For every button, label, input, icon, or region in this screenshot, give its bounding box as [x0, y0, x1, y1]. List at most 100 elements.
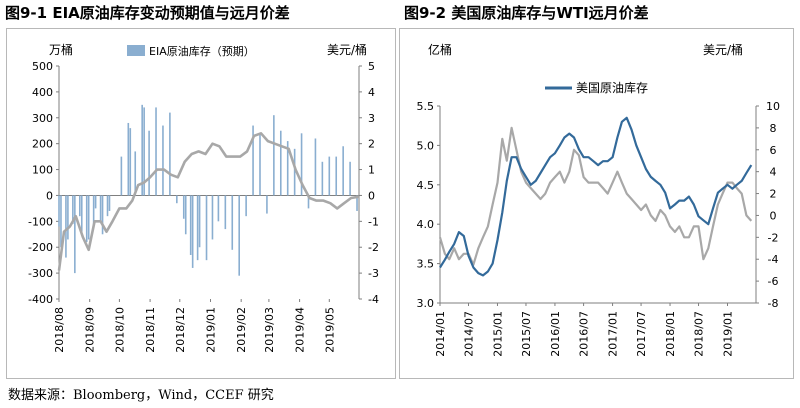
bar	[72, 195, 74, 224]
bar	[211, 195, 214, 240]
bar	[65, 195, 67, 258]
x-tick-label: 2018/07	[693, 311, 706, 357]
bar	[300, 133, 303, 196]
x-tick-label: 2018/11	[144, 307, 157, 353]
chart-2-svg: 5.5 5.0 4.5 4.0 3.5 3.0 10 8 6 4 2 0 -2 -4 -6 -8 亿桶 美元/桶美…	[417, 42, 781, 357]
y-left-tick-label: 200	[32, 138, 53, 151]
y-right-tick-label: 10	[766, 100, 780, 113]
bar	[78, 195, 81, 217]
y-left-tick-label: 5.0	[417, 139, 435, 152]
bar	[245, 195, 247, 217]
x-tick-label: 2016/07	[578, 311, 591, 357]
y-right-tick-label: 8	[770, 122, 777, 135]
bar	[106, 195, 109, 217]
bar	[80, 195, 83, 232]
bar	[99, 195, 102, 222]
bar	[60, 195, 62, 248]
y-left-tick-label: 0	[46, 189, 53, 202]
y-right-tick-label: -8	[768, 297, 779, 310]
bar	[238, 195, 240, 276]
y-right-tick-label: 2	[770, 188, 777, 201]
bar	[120, 156, 123, 196]
bar	[143, 107, 145, 196]
legend-swatch-bars	[127, 45, 145, 56]
x-tick-label: 2015/07	[520, 311, 533, 357]
y-right-tick-label: 2	[368, 138, 375, 151]
bar	[189, 195, 192, 255]
bar	[252, 125, 254, 196]
y-right-tick-label: -2	[768, 231, 779, 244]
x-tick-label: 2019/01	[204, 307, 217, 353]
bar	[217, 195, 220, 222]
bar	[279, 130, 282, 196]
bar	[176, 195, 178, 204]
y-left-tick-label: -300	[28, 267, 53, 280]
figure-2-title: 图9-2 美国原油库存与WTI远月价差	[404, 4, 649, 22]
right-axis-unit: 美元/桶	[703, 42, 743, 57]
y-left-tick-label: 500	[32, 60, 53, 73]
y-left-tick-label: -100	[28, 215, 53, 228]
y-left-tick-label: 100	[32, 164, 53, 177]
y-left-tick-label: -200	[28, 241, 53, 254]
y-right-tick-label: -4	[368, 293, 379, 306]
x-tick-label: 2014/07	[462, 311, 475, 357]
bar	[92, 195, 95, 227]
x-tick-label: 2018/01	[664, 311, 677, 357]
bar	[273, 115, 275, 196]
y-left-tick-label: 3.0	[417, 297, 435, 310]
bar	[85, 195, 88, 243]
x-tick-label: 2019/02	[235, 307, 248, 353]
bar	[162, 125, 164, 196]
spread-line	[438, 126, 753, 266]
figure-1-title: 图9-1 EIA原油库存变动预期值与远月价差	[5, 4, 290, 22]
y-left-tick-label: 300	[32, 112, 53, 125]
x-tick-label: 2014/01	[434, 311, 447, 357]
bar	[127, 122, 130, 196]
bar	[141, 104, 143, 196]
right-axis-unit: 美元/桶	[327, 42, 367, 57]
x-tick-label: 2017/07	[635, 311, 648, 357]
bar	[342, 146, 344, 196]
x-tick-label: 2018/12	[174, 307, 187, 353]
y-right-tick-label: 3	[368, 112, 375, 125]
x-tick-label: 2019/04	[294, 307, 307, 353]
legend-label-stock: 美国原油库存	[576, 80, 648, 95]
y-right-tick-label: -4	[768, 253, 779, 266]
y-left-tick-label: 4.0	[417, 218, 435, 231]
bar	[314, 138, 317, 196]
bar	[58, 195, 60, 227]
y-right-tick-label: -6	[768, 275, 779, 288]
bar	[198, 195, 201, 248]
bar	[108, 195, 111, 211]
spread-line	[57, 132, 360, 271]
y-left-tick-label: 3.5	[417, 258, 435, 271]
bar	[196, 195, 199, 261]
y-right-tick-label: 6	[770, 144, 777, 157]
x-tick-label: 2018/09	[84, 307, 97, 353]
y-left-tick-label: 5.5	[417, 100, 435, 113]
bar	[293, 148, 296, 196]
y-left-tick-label: 400	[32, 86, 53, 99]
y-right-tick-label: 5	[368, 60, 375, 73]
bar	[224, 195, 227, 230]
bar	[94, 195, 97, 209]
bar	[74, 195, 76, 274]
y-right-tick-label: 1	[368, 164, 375, 177]
chart-panel-2: 5.5 5.0 4.5 4.0 3.5 3.0 10 8 6 4 2 0 -2 -4 -6 -8 亿桶 美元/桶美…	[399, 28, 794, 379]
left-axis-unit: 亿桶	[428, 42, 452, 57]
bar	[205, 195, 208, 261]
bar	[307, 195, 310, 209]
bar	[169, 112, 171, 196]
bar	[134, 151, 137, 196]
bar	[67, 195, 69, 240]
bar	[266, 195, 268, 214]
x-tick-label: 2018/08	[53, 307, 66, 353]
bar	[191, 195, 194, 268]
x-tick-label: 2019/05	[323, 307, 336, 353]
bar	[321, 161, 324, 196]
bar	[328, 156, 331, 196]
y-right-tick-label: -3	[368, 267, 379, 280]
x-tick-label: 2016/01	[549, 311, 562, 357]
bar	[129, 128, 132, 196]
bar	[101, 195, 104, 235]
